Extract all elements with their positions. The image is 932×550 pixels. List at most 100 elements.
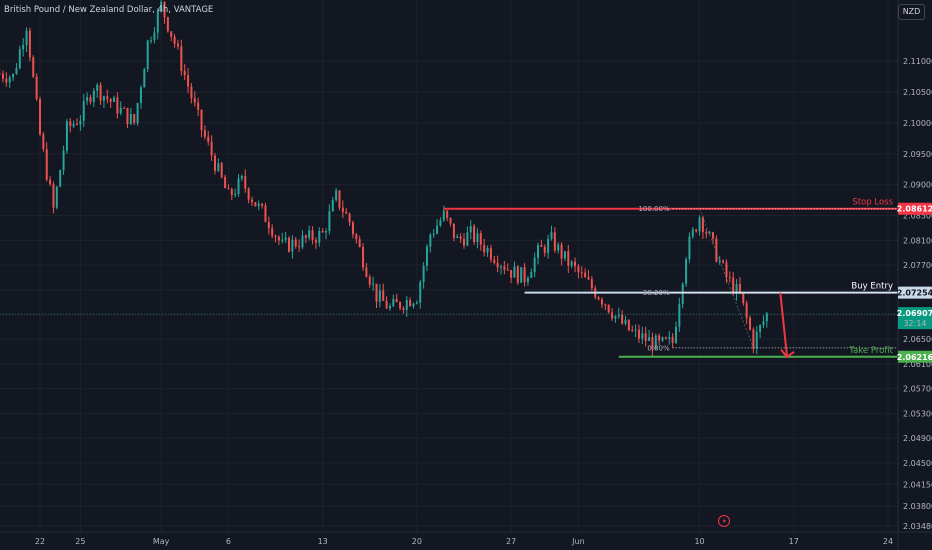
candle-body [671,337,674,343]
candle-body [674,326,677,343]
candle-body [392,299,395,307]
x-tick-label: 27 [506,537,516,546]
candle-body [668,337,671,339]
candle-body [500,266,503,268]
candle-body [540,244,543,247]
candle-body [368,276,371,285]
candle-body [65,121,68,151]
candle-body [415,302,418,304]
price-axis[interactable]: 2.11000 2.10500 2.10000 2.09500 2.09000 2.085… [897,0,932,550]
candle-body [193,98,196,103]
candle-body [695,229,698,232]
candle-body [99,84,102,101]
candle-body [254,202,257,207]
candle-body [715,238,718,262]
candle-body [227,188,230,190]
time-axis[interactable]: 22 25 May 6 13 20 27 Jun 10 17 24 [0,531,932,546]
candle-body [136,103,139,124]
candle-body [308,230,311,238]
candle-body [412,303,415,307]
candle-body [624,319,627,324]
candle-body [712,232,714,239]
candle-body [237,178,240,195]
candle-body [126,107,129,125]
candle-body [15,68,18,74]
candle-body [234,194,237,196]
candle-body [456,236,459,238]
y-tick-label: 2.03800 [903,502,932,511]
candle-body [35,76,38,100]
y-tick-label: 2.10500 [903,88,932,97]
candle-body [102,96,105,101]
candle-body [597,297,600,300]
candle-body [197,102,200,110]
candle-body [250,199,253,203]
candle-body [49,179,52,185]
candle-body [503,266,506,270]
candle-body [520,267,523,283]
candle-body [510,269,513,278]
replay-icon[interactable] [718,515,730,527]
currency-button[interactable]: NZD [898,4,925,20]
candle-body [59,170,62,187]
x-tick-label: 6 [226,537,231,546]
candle-body [678,303,681,327]
candle-body [661,337,664,341]
candle-body [688,236,691,260]
candle-body [745,303,748,318]
candle-body [116,97,119,114]
candle-body [691,229,694,237]
candle-body [526,277,529,283]
take-profit-price-tag: 2.06216 [897,353,932,362]
candle-body [143,69,146,88]
candle-body [611,312,614,319]
candle-body [587,277,590,280]
candle-body [166,17,169,32]
candle-body [584,272,587,278]
candle-body [348,213,351,223]
candle-body [123,107,126,109]
candle-body [732,277,735,294]
candle-body [735,283,738,294]
candle-body [580,272,583,274]
candle-body [247,188,250,200]
candle-body [109,99,112,102]
candle-body [375,283,378,302]
candle-body [72,123,75,127]
candle-body [607,304,610,313]
candle-body [654,335,657,350]
candle-body [55,186,58,208]
candle-body [483,244,486,253]
candle-body [362,246,365,268]
candle-body [318,231,321,243]
candle-body [52,184,55,208]
x-tick-label: 17 [789,537,799,546]
y-tick-label: 2.10000 [903,119,932,128]
candle-body [281,239,284,241]
current-price-tag-bg [898,307,932,330]
candle-body [288,237,291,252]
candle-body [321,231,324,233]
candle-body [634,329,637,331]
candle-body [294,239,297,247]
x-tick-label: May [153,537,170,546]
candle-body [533,257,536,273]
x-tick-label: 20 [412,537,422,546]
x-tick-label: 22 [35,537,45,546]
fib-trend-line [699,208,754,348]
candle-body [479,233,482,245]
candle-body [506,269,509,271]
candle-body [203,130,206,137]
candle-body [516,266,519,283]
candle-body [372,283,375,285]
candle-body [557,244,560,251]
buy-entry-price-tag: 2.07254 [897,289,932,298]
candle-body [429,234,432,247]
stop-loss-price-tag: 2.08612 [897,205,932,214]
candle-body [722,260,725,263]
y-tick-label: 2.03480 [903,522,932,531]
candle-body [681,283,684,304]
candle-body [755,331,758,349]
candle-body [409,300,412,307]
